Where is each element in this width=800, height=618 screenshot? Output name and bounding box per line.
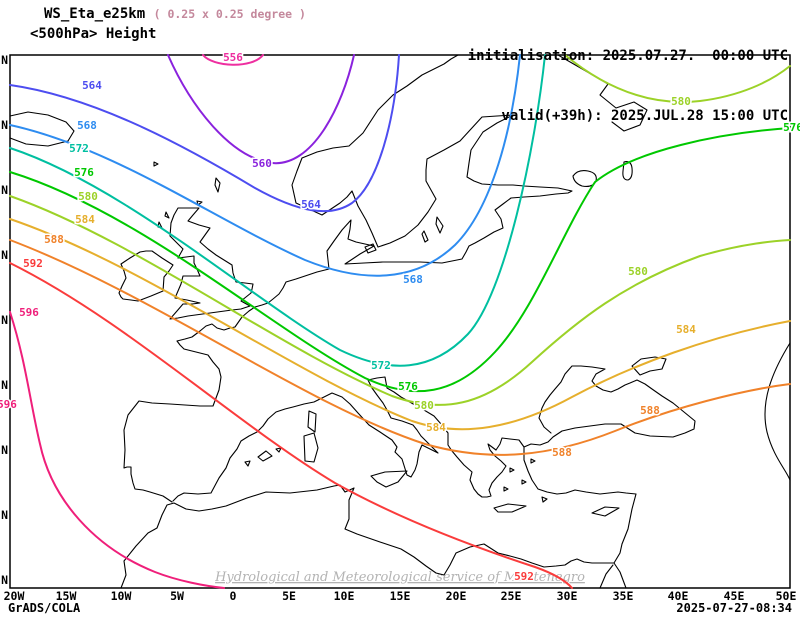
coastline-suez-sinai [599,562,627,589]
lon-label: 0 [230,589,237,603]
contour-label-576: 576 [398,380,418,393]
contour-560 [167,54,355,165]
lat-label: N [1,248,8,262]
axis-labels: 20W 15W 10W 5W 0 5E 10E 15E 20E 25E 30E … [1,53,796,603]
coastline-britain [169,207,254,320]
contour-580-ridge [564,54,791,103]
watermark: Hydrological and Meteorological service … [214,570,585,585]
contour-label-572: 572 [371,359,391,372]
contour-label-596: 596 [19,306,39,319]
contour-label-580: 580 [414,399,434,412]
contour-592 [9,262,573,589]
coastline-mediterranean-europe [172,376,525,502]
lat-label: N [1,118,8,132]
contour-label-572: 572 [69,142,89,155]
lon-label: 40E [668,589,689,603]
contour-label-592: 592 [514,570,534,583]
contour-label-568: 568 [403,273,423,286]
lat-label: N [1,508,8,522]
contour-lines [9,54,791,589]
coastline-caspian [764,342,791,481]
field-title: <500hPa> Height [30,26,157,42]
lat-label: N [1,378,8,392]
lon-label: 25E [501,589,522,603]
contour-label-592: 592 [23,257,43,270]
lat-label: N [1,53,8,67]
lat-label: N [1,573,8,587]
contour-label-588: 588 [44,233,64,246]
contour-572 [9,54,546,367]
contour-label-568: 568 [77,119,97,132]
contour-label-580: 580 [671,95,691,108]
contour-label-556: 556 [223,51,243,64]
lon-label: 35E [613,589,634,603]
contour-label-584: 584 [75,213,95,226]
contour-568 [9,54,521,277]
contour-label-580: 580 [628,265,648,278]
coastline-africa-levant-blacksea [120,365,696,589]
contour-label-580: 580 [78,190,98,203]
contour-label-576: 576 [74,166,94,179]
contour-label-584: 584 [426,421,446,434]
creation-timestamp: 2025-07-27-08:34 [676,601,792,615]
contour-556 [202,54,264,66]
contour-label-560: 560 [252,157,272,170]
lat-label: N [1,183,8,197]
contour-label-596: 596 [0,398,17,411]
initialisation-time: initialisation: 2025.07.27. 00:00 UTC [467,48,788,64]
lat-label: N [1,443,8,457]
contour-labels: 556 560 564 564 568 568 572 572 576 576 … [0,50,800,585]
lon-label: 15E [390,589,411,603]
lon-label: 20W [4,589,25,603]
lon-label: 50E [776,589,797,603]
contour-label-584: 584 [676,323,696,336]
contour-label-588: 588 [640,404,660,417]
lon-label: 20E [446,589,467,603]
run-info: initialisation: 2025.07.27. 00:00 UTC va… [468,6,788,166]
contour-label-588: 588 [552,446,572,459]
lon-label: 15W [56,589,77,603]
grads-credit: GrADS/COLA [8,601,81,615]
coastline-iceland-partial [9,111,75,147]
contour-596 [9,311,225,589]
title-line-1: WS_Eta_e25km ( 0.25 x 0.25 degree ) [44,6,306,22]
model-name: WS_Eta_e25km [44,6,146,22]
grid-resolution-note: ( 0.25 x 0.25 degree ) [153,7,306,21]
contour-580-main [9,195,791,406]
islands [153,161,620,517]
contour-label-564: 564 [82,79,102,92]
lon-label: 45E [724,589,745,603]
coastline-ireland [118,250,174,302]
lat-label: N [1,313,8,327]
contour-564 [9,54,400,213]
lon-label: 10E [334,589,355,603]
contour-588 [9,239,791,456]
coastline-atlantic-scandinavia [123,54,573,503]
valid-time: valid(+39h): 2025.JUL.28 15:00 UTC [501,108,788,124]
contour-label-564: 564 [301,198,321,211]
contour-584 [9,218,791,431]
lon-label: 5W [170,589,184,603]
lon-label: 10W [111,589,132,603]
contour-576 [9,127,791,393]
lon-label: 5E [282,589,296,603]
lon-label: 30E [557,589,578,603]
contour-label-576: 576 [783,121,800,134]
